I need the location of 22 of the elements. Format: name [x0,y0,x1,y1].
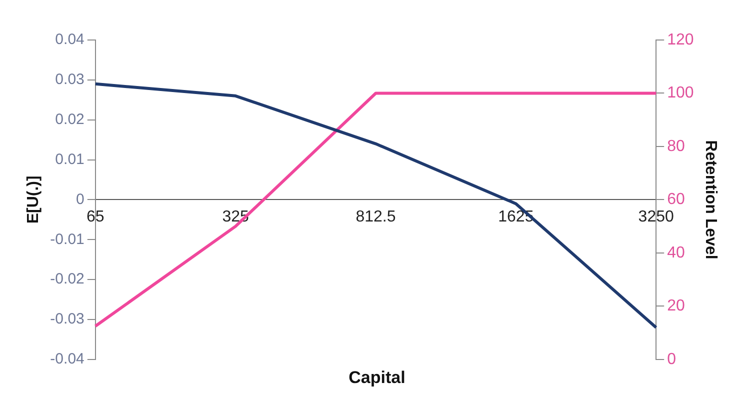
y-tick-label: -0.03 [50,310,84,328]
y2-tick-label: 40 [667,244,686,262]
y-tick-label: 0.02 [55,110,84,128]
y-tick-label: 0.01 [55,150,84,168]
y-tick-label: -0.02 [50,270,84,288]
y-tick-label: 0.04 [55,31,84,48]
y2-tick-label: 0 [667,350,676,368]
y-tick-label: -0.01 [50,230,84,248]
y-axis-title: E[U(.)] [25,176,42,224]
y2-tick-label: 80 [667,138,686,155]
x-tick-label: 65 [86,208,104,226]
y2-axis-title: Retention Level [702,140,719,260]
y2-tick-label: 20 [667,298,686,315]
y-tick-label: 0 [76,190,84,208]
y2-tick-label: 60 [667,191,686,208]
y-tick-label: -0.04 [50,350,84,368]
x-axis-title: Capital [348,368,406,388]
y-tick-label: 0.03 [55,71,84,88]
x-tick-label: 3250 [638,208,674,226]
y2-tick-label: 100 [667,84,694,102]
y2-tick-label: 120 [667,31,694,48]
x-tick-label: 812.5 [356,208,396,226]
